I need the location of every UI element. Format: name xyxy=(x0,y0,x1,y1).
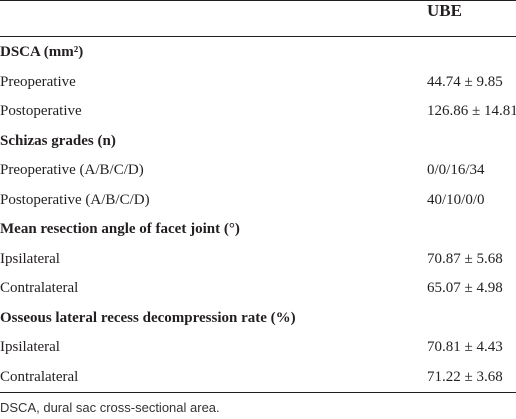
row-value: 71.22 ± 3.68 xyxy=(427,368,503,385)
row-label: Preoperative xyxy=(0,73,76,90)
header-rule xyxy=(0,36,516,37)
section-title: Mean resection angle of facet joint (°) xyxy=(0,221,240,237)
row-label: Contralateral xyxy=(0,280,79,296)
row-label: Postoperative xyxy=(0,103,82,119)
row-value: 40/10/0/0 xyxy=(427,191,485,208)
row-label: Ipsilateral xyxy=(0,339,60,355)
footnote: DSCA, dural sac cross-sectional area. xyxy=(0,400,220,415)
row-label: Preoperative (A/B/C/D) xyxy=(0,162,144,178)
row-label: Postoperative (A/B/C/D) xyxy=(0,191,150,208)
bottom-rule xyxy=(0,392,516,393)
row-value: 44.74 ± 9.85 xyxy=(427,73,503,90)
section-title: Schizas grades (n) xyxy=(0,132,116,149)
column-header: UBE xyxy=(427,1,462,20)
section-title: Osseous lateral recess decompression rat… xyxy=(0,309,296,326)
top-rule xyxy=(0,0,516,1)
row-value: 126.86 ± 14.81 xyxy=(427,103,516,119)
row-label: Contralateral xyxy=(0,368,79,385)
row-label: Ipsilateral xyxy=(0,250,60,267)
row-value: 70.87 ± 5.68 xyxy=(427,250,503,267)
section-title: DSCA (mm²) xyxy=(0,44,84,60)
row-value: 65.07 ± 4.98 xyxy=(427,280,503,296)
row-value: 70.81 ± 4.43 xyxy=(427,339,503,355)
row-value: 0/0/16/34 xyxy=(427,162,485,178)
